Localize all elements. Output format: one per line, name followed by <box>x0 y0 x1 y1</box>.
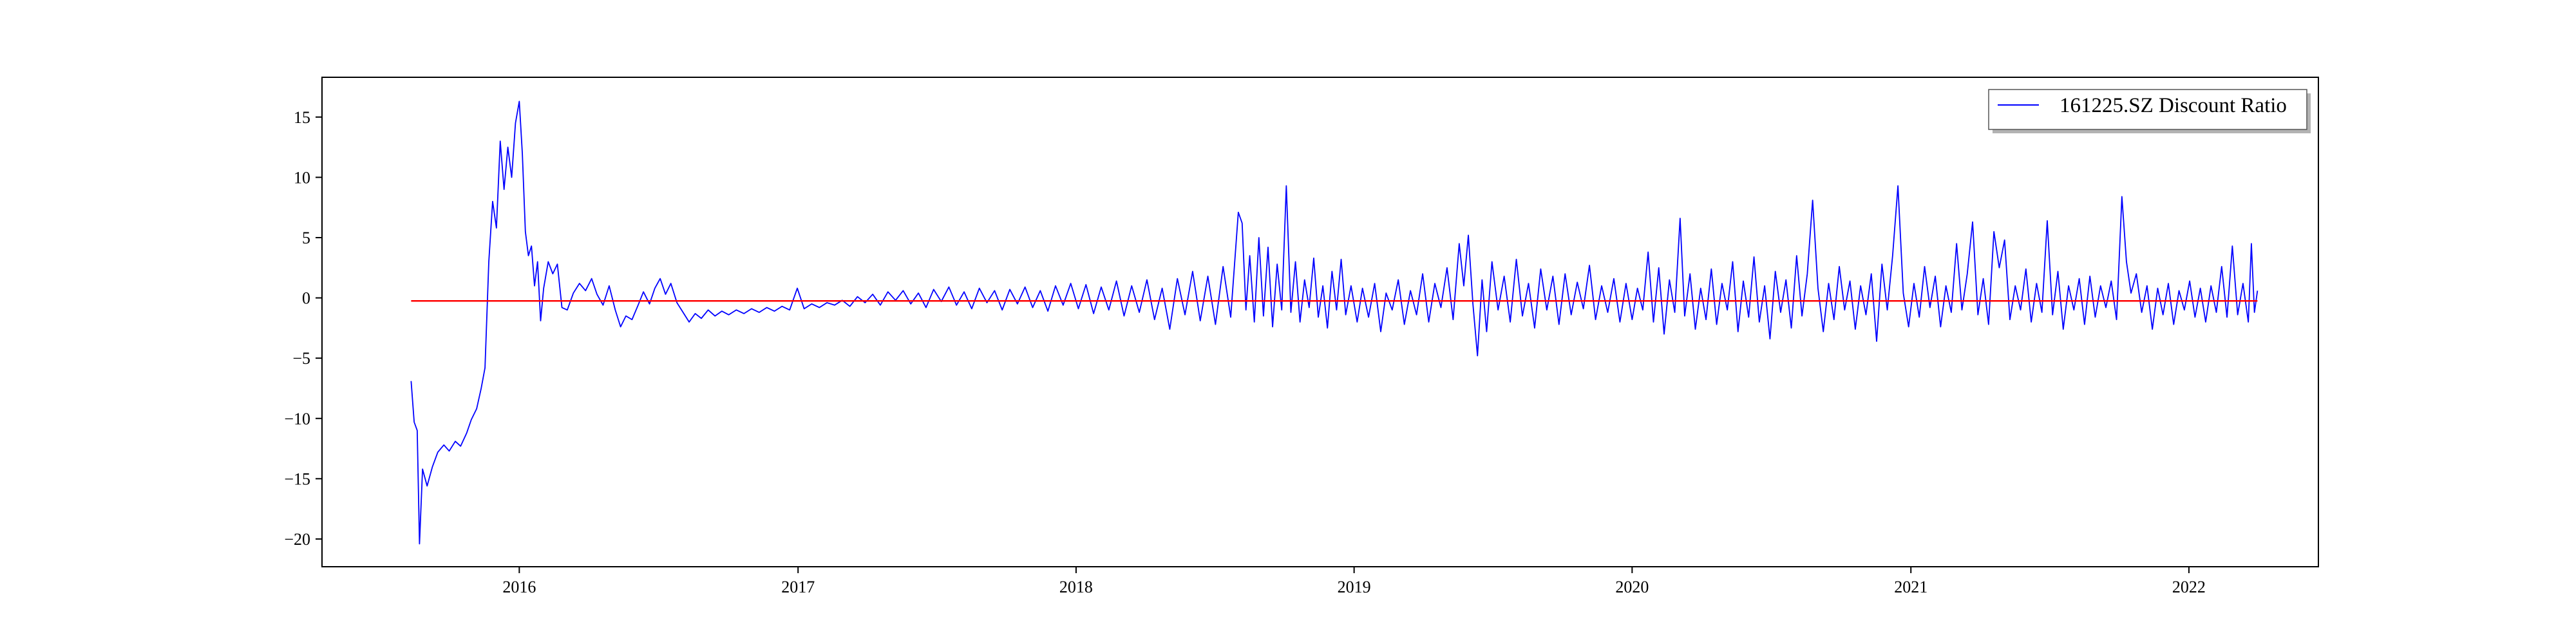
y-axis: 15 10 5 0 −5 −10 −15 −20 <box>284 108 322 549</box>
legend-box <box>1988 89 2307 130</box>
y-tick-label: 5 <box>302 229 310 247</box>
x-tick-label: 2018 <box>1059 578 1093 596</box>
x-tick-label: 2016 <box>502 578 536 596</box>
y-tick-label: 0 <box>302 289 310 308</box>
x-tick-label: 2019 <box>1338 578 1371 596</box>
y-tick-label: −15 <box>284 469 310 488</box>
legend-label-discount-ratio: 161225.SZ Discount Ratio <box>2060 94 2287 117</box>
series-line-discount-ratio <box>410 100 2259 545</box>
plot-area <box>322 77 2318 567</box>
x-tick-label: 2021 <box>1894 578 1927 596</box>
y-tick-label: −5 <box>292 349 310 368</box>
y-tick-label: 15 <box>294 108 310 127</box>
plot-frame <box>321 77 2319 567</box>
x-tick-label: 2022 <box>2172 578 2206 596</box>
legend: 161225.SZ Discount Ratio <box>1988 89 2311 133</box>
x-tick-label: 2020 <box>1615 578 1649 596</box>
y-tick-label: −20 <box>284 530 310 549</box>
series-layer <box>410 100 2259 545</box>
x-axis: 2016 2017 2018 2019 2020 2021 2022 <box>502 567 2206 596</box>
y-tick-label: −10 <box>284 410 310 428</box>
x-tick-label: 2017 <box>781 578 815 596</box>
y-tick-label: 10 <box>294 168 310 187</box>
